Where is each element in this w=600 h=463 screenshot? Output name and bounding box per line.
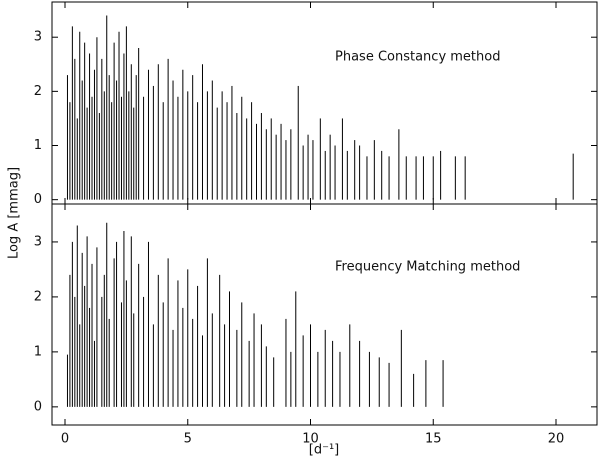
x-axis-label: [d⁻¹] xyxy=(309,443,339,458)
y-tick-label: 0 xyxy=(34,399,42,414)
x-tick-label: 5 xyxy=(184,432,192,447)
y-tick-label: 2 xyxy=(34,84,42,99)
y-tick-label: 3 xyxy=(34,234,42,249)
annotation: Phase Constancy method xyxy=(335,50,500,65)
x-tick-label: 15 xyxy=(425,432,442,447)
y-tick-label: 3 xyxy=(34,30,42,45)
y-tick-label: 1 xyxy=(34,138,42,153)
x-tick-label: 10 xyxy=(302,432,319,447)
y-tick-label: 1 xyxy=(34,344,42,359)
x-tick-label: 0 xyxy=(61,432,69,447)
annotation: Frequency Matching method xyxy=(335,260,520,275)
y-tick-label: 0 xyxy=(34,192,42,207)
y-tick-label: 2 xyxy=(34,289,42,304)
panel-frame xyxy=(51,203,598,426)
x-tick-label: 20 xyxy=(548,432,565,447)
y-axis-label: Log A [mmag] xyxy=(7,167,22,259)
